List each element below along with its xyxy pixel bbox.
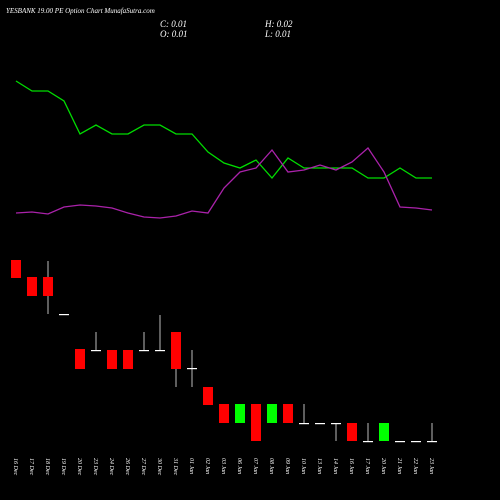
candle-body [299, 423, 309, 425]
x-tick-label: 24 Dec [108, 458, 115, 475]
candle-body [91, 350, 101, 352]
candle-body [267, 404, 277, 423]
x-tick-label: 13 Jan [316, 458, 322, 474]
x-tick-label: 23 Jan [428, 458, 434, 474]
x-tick-label: 18 Dec [44, 458, 50, 475]
candle-body [395, 441, 405, 443]
candle-body [27, 277, 37, 296]
chart-title: YESBANK 19.00 PE Option Chart MunafaSutr… [6, 7, 155, 15]
candle-body [187, 368, 197, 370]
candle-body [107, 350, 117, 369]
candle-body [379, 423, 389, 441]
x-tick-label: 02 Jan [204, 458, 210, 474]
candle-body [171, 332, 181, 369]
indicator-line [15, 147, 433, 219]
x-tick-label: 20 Dec [76, 458, 82, 475]
x-tick-label: 08 Jan [268, 458, 274, 474]
x-tick-label: 01 Jan [188, 458, 194, 474]
x-tick-label: 10 Jan [300, 458, 306, 474]
x-tick-label: 19 Dec [60, 458, 66, 475]
x-tick-label: 22 Jan [412, 458, 418, 474]
candle-body [43, 277, 53, 296]
low-label: L: 0.01 [264, 29, 291, 39]
candle-body [219, 404, 229, 423]
candle-body [123, 350, 133, 369]
candle-body [315, 423, 325, 425]
candle-body [11, 260, 21, 278]
candle-body [347, 423, 357, 441]
x-tick-label: 17 Dec [28, 458, 34, 475]
x-tick-label: 06 Jan [236, 458, 242, 474]
candle-body [427, 441, 437, 443]
candle-body [155, 350, 165, 352]
candle-body [411, 441, 421, 443]
x-tick-label: 07 Jan [252, 458, 258, 474]
candle-body [235, 404, 245, 423]
high-label: H: 0.02 [264, 19, 293, 29]
candle-body [139, 350, 149, 352]
candle-body [203, 387, 213, 405]
x-tick-label: 23 Dec [92, 458, 98, 475]
candle-body [251, 404, 261, 441]
candle-body [75, 349, 85, 369]
x-tick-label: 03 Jan [220, 458, 226, 474]
x-tick-label: 21 Jan [396, 458, 402, 474]
x-tick-label: 26 Dec [124, 458, 130, 475]
x-tick-label: 20 Jan [380, 458, 386, 474]
x-tick-label: 14 Jan [332, 458, 339, 474]
open-label: O: 0.01 [160, 29, 188, 39]
indicator-line [15, 80, 432, 180]
close-label: C: 0.01 [160, 19, 187, 29]
candle-body [283, 404, 293, 423]
x-tick-label: 31 Dec [172, 457, 178, 475]
x-tick-label: 27 Dec [140, 458, 146, 475]
x-tick-label: 30 Dec [156, 457, 162, 475]
candle-body [363, 441, 373, 443]
candle-body [331, 423, 341, 425]
candle-body [59, 314, 69, 316]
x-tick-label: 09 Jan [284, 458, 290, 474]
x-tick-label: 16 Dec [12, 458, 18, 475]
x-tick-label: 16 Jan [348, 458, 354, 474]
x-tick-label: 17 Jan [364, 458, 370, 474]
